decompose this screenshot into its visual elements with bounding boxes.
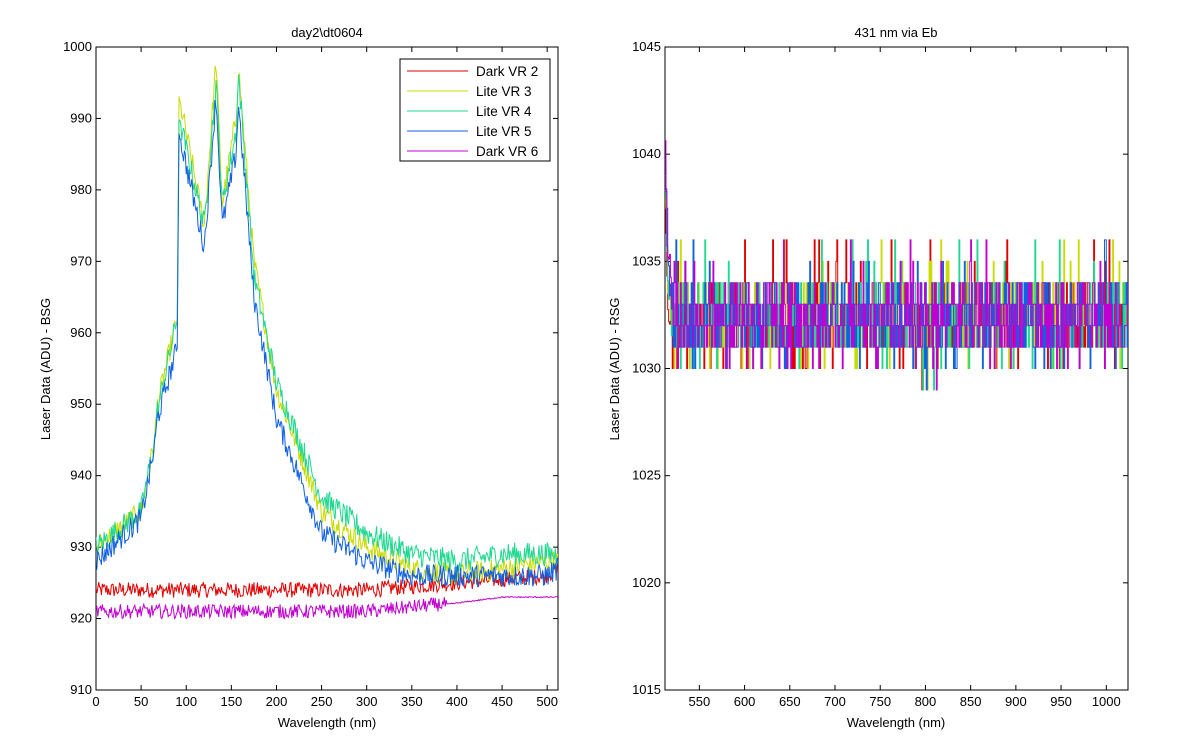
right-xtick-label: 900 xyxy=(1005,694,1027,709)
right-xtick-label: 650 xyxy=(779,694,801,709)
left-xtick-label: 350 xyxy=(401,694,423,709)
left-ytick-label: 910 xyxy=(70,682,92,697)
right-plot-area: 550 600 650 700 750 800 850 900 950 1000 1015 1020 1… xyxy=(632,39,1129,709)
left-ytick-label: 1000 xyxy=(63,39,92,54)
legend-label-2: Lite VR 3 xyxy=(476,84,532,99)
right-ytick-label: 1045 xyxy=(632,39,661,54)
right-ytick-label: 1020 xyxy=(632,575,661,590)
left-xtick-label: 500 xyxy=(536,694,558,709)
right-series-5-line xyxy=(665,140,1128,391)
right-xtick-label: 700 xyxy=(824,694,846,709)
left-ytick-label: 950 xyxy=(70,396,92,411)
right-ytick-label: 1025 xyxy=(632,468,661,483)
left-chart-title: day2\dt0604 xyxy=(291,25,363,40)
right-xtick-label: 800 xyxy=(915,694,937,709)
left-series-1-line xyxy=(96,563,558,600)
left-ytick-label: 960 xyxy=(70,325,92,340)
left-xtick-label: 300 xyxy=(356,694,378,709)
left-xtick-label: 400 xyxy=(446,694,468,709)
right-xtick-label: 600 xyxy=(734,694,756,709)
left-ytick-label: 970 xyxy=(70,253,92,268)
left-legend: Dark VR 2 Lite VR 3 Lite VR 4 Lite VR 5 Dark… xyxy=(399,58,551,162)
left-series-3-line xyxy=(96,74,558,574)
left-xtick-label: 200 xyxy=(266,694,288,709)
legend-label-1: Dark VR 2 xyxy=(476,64,538,79)
left-ytick-label: 980 xyxy=(70,182,92,197)
right-ytick-label: 1040 xyxy=(632,146,661,161)
left-xtick-label: 0 xyxy=(92,694,99,709)
right-xtick-label: 850 xyxy=(960,694,982,709)
right-xtick-label: 750 xyxy=(869,694,891,709)
legend-label-3: Lite VR 4 xyxy=(476,104,532,119)
left-chart-ylabel: Laser Data (ADU) - BSG xyxy=(38,298,53,440)
right-chart-title: 431 nm via Eb xyxy=(854,25,937,40)
left-ytick-label: 940 xyxy=(70,468,92,483)
right-ytick-label: 1030 xyxy=(632,361,661,376)
left-xtick-label: 100 xyxy=(175,694,197,709)
right-ytick-label: 1035 xyxy=(632,253,661,268)
left-chart-xlabel: Wavelength (nm) xyxy=(278,715,377,730)
right-xtick-label: 550 xyxy=(689,694,711,709)
right-xtick-label: 1000 xyxy=(1092,694,1121,709)
right-xtick-label: 950 xyxy=(1050,694,1072,709)
left-ytick-label: 920 xyxy=(70,611,92,626)
right-series-group xyxy=(665,140,1128,391)
right-chart-ylabel: Laser Data (ADU) - RSG xyxy=(607,297,622,440)
right-chart: 431 nm via Eb Wavelength (nm) Laser Data… xyxy=(607,25,1129,730)
left-xtick-label: 50 xyxy=(134,694,148,709)
legend-label-4: Lite VR 5 xyxy=(476,124,532,139)
left-ytick-label: 990 xyxy=(70,110,92,125)
left-series-4-line xyxy=(96,99,558,588)
left-plot-area: 0 50 100 150 200 250 300 350 400 450 500 910 920 930 9… xyxy=(63,39,559,709)
left-series-group xyxy=(96,65,558,620)
right-ytick-label: 1015 xyxy=(632,682,661,697)
left-xtick-label: 150 xyxy=(221,694,243,709)
legend-box xyxy=(399,58,551,162)
right-chart-xlabel: Wavelength (nm) xyxy=(847,715,946,730)
left-chart: day2\dt0604 Wavelength (nm) Laser Data (… xyxy=(38,25,559,730)
left-ytick-label: 930 xyxy=(70,539,92,554)
left-series-5-line xyxy=(96,596,558,620)
left-xtick-label: 250 xyxy=(311,694,333,709)
legend-label-5: Dark VR 6 xyxy=(476,144,538,159)
right-axes-box xyxy=(664,46,1129,691)
left-xtick-label: 450 xyxy=(491,694,513,709)
